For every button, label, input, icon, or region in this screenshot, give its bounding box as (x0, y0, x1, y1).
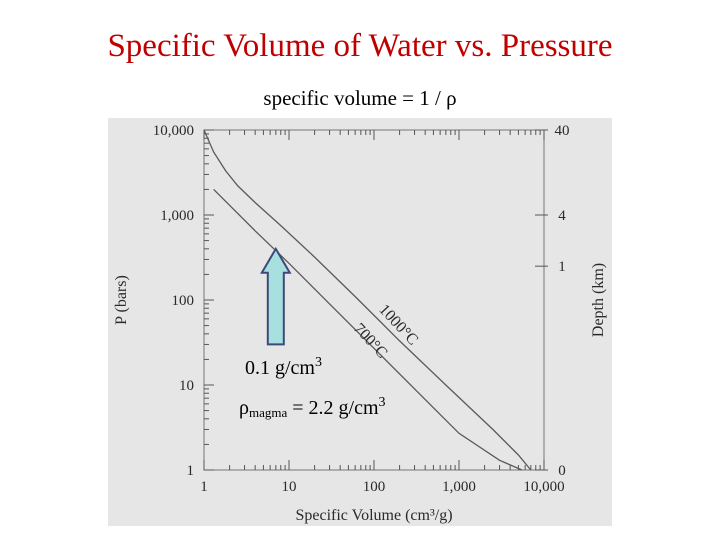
density-low-exponent: 3 (315, 355, 322, 370)
up-arrow-icon (260, 246, 292, 346)
density-magma-annotation: ρmagma = 2.2 g/cm3 (239, 395, 386, 420)
density-magma-value: = 2.2 g/cm (287, 397, 379, 419)
y-minor-ticks (204, 133, 209, 445)
chart-background (108, 118, 612, 526)
x-tick-label: 10,000 (523, 479, 564, 495)
series-line-700c (213, 188, 523, 471)
x-tick-label: 10 (282, 479, 297, 495)
x-tick-label: 1 (200, 479, 208, 495)
y-major-ticks (204, 129, 214, 471)
slide-subtitle: specific volume = 1 / ρ (263, 86, 457, 110)
y-tick-label: 10,000 (153, 123, 194, 139)
y-tick-label: 10 (179, 378, 194, 394)
density-magma-rho: ρ (239, 397, 249, 419)
density-magma-exponent: 3 (379, 395, 386, 410)
right-axis-tick-labels: 40 4 1 0 (555, 123, 570, 479)
x-tick-label: 100 (363, 479, 386, 495)
x-minor-ticks (229, 130, 541, 470)
right-axis-tick-label: 4 (558, 208, 566, 224)
right-axis-tick-label: 0 (558, 463, 566, 479)
x-major-ticks (203, 130, 545, 470)
density-low-value: 0.1 g/cm (245, 357, 315, 379)
right-axis-tick-label: 1 (558, 259, 566, 275)
y-tick-labels: 1 10 100 1,000 10,000 (153, 123, 194, 479)
y-tick-label: 1 (187, 463, 195, 479)
series-line-1000c (203, 129, 532, 471)
density-magma-subscript: magma (249, 405, 287, 420)
x-tick-labels: 1 10 100 1,000 10,000 (200, 479, 564, 495)
y-tick-label: 1,000 (160, 208, 194, 224)
density-low-annotation: 0.1 g/cm3 (245, 355, 322, 379)
x-axis-title: Specific Volume (cm³/g) (295, 507, 452, 524)
x-tick-label: 1,000 (442, 479, 476, 495)
y-axis-title: P (bars) (113, 275, 130, 325)
right-axis-title: Depth (km) (590, 263, 607, 337)
y-tick-label: 100 (172, 293, 195, 309)
slide-title: Specific Volume of Water vs. Pressure (107, 28, 613, 64)
right-axis-tick-label: 40 (555, 123, 570, 139)
right-axis-ticks (535, 129, 548, 471)
